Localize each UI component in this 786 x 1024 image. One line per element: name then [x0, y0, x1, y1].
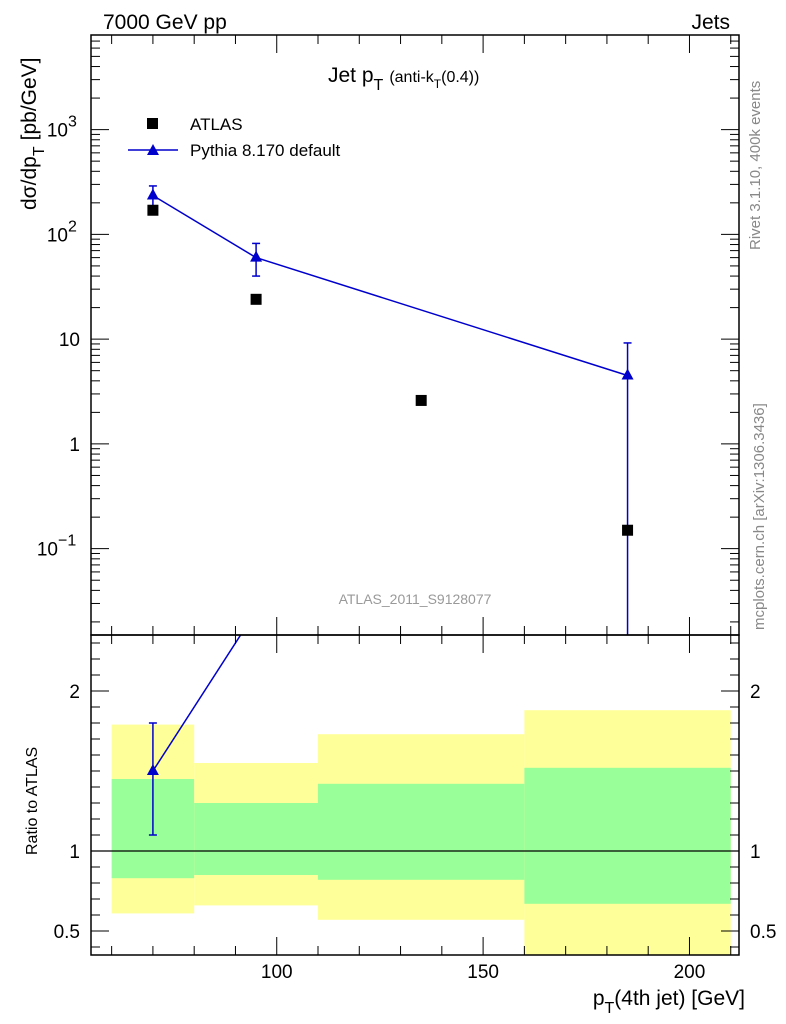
x-tick-label: 200	[674, 962, 706, 983]
legend-pythia-label: Pythia 8.170 default	[190, 141, 341, 160]
chart-title: Jet pT (anti-kT(0.4))	[328, 64, 479, 94]
legend-atlas-marker	[147, 118, 158, 129]
analysis-reference: ATLAS_2011_S9128077	[339, 591, 492, 607]
y-label-main: dσ/dp	[18, 156, 41, 210]
title-sub: T	[374, 77, 384, 94]
atlas-point	[147, 204, 159, 216]
ratio-bands	[111, 710, 731, 955]
ratio-y-tick-label: 0.5	[54, 922, 80, 943]
legend: ATLAS Pythia 8.170 default	[128, 115, 341, 160]
ratio-y-tick-label: 2	[69, 682, 80, 703]
main-y-tick-label: 10	[47, 225, 68, 246]
legend-atlas-label: ATLAS	[190, 115, 243, 134]
main-y-tick-exponent: −1	[58, 533, 76, 550]
atlas-point	[622, 524, 634, 536]
header-right: Jets	[691, 11, 730, 34]
title-main: Jet p	[328, 64, 374, 87]
x-tick-label: 150	[467, 962, 499, 983]
mcplots-label: mcplots.cern.ch [arXiv:1306.3436]	[751, 403, 768, 630]
main-y-label: dσ/dpT [pb/GeV]	[18, 57, 48, 210]
main-y-tick-label: 10	[47, 121, 68, 142]
title-paren-end: (0.4))	[441, 69, 479, 86]
main-y-tick-label: 1	[69, 435, 80, 456]
ratio-y-tick-label-right: 0.5	[750, 922, 776, 943]
pythia-line	[152, 194, 628, 377]
atlas-point	[415, 394, 427, 406]
pythia-point	[250, 250, 263, 262]
main-y-tick-exponent: 3	[68, 114, 77, 131]
x-label-rest: (4th jet) [GeV]	[614, 987, 745, 1010]
atlas-point	[250, 293, 262, 305]
x-axis-label: pT(4th jet) [GeV]	[593, 987, 745, 1017]
rivet-label: Rivet 3.1.10, 400k events	[747, 81, 764, 250]
main-frame	[90, 34, 740, 636]
ratio-pythia-point	[146, 764, 159, 775]
ratio-frame	[90, 634, 740, 956]
ratio-band-inner	[318, 783, 525, 880]
x-label-main: p	[593, 987, 605, 1010]
ratio-pythia-line	[152, 635, 242, 772]
main-series	[146, 185, 634, 635]
main-y-tick-label: 10	[37, 540, 58, 561]
title-paren: (anti-k	[389, 69, 434, 86]
y-label-sub: T	[31, 146, 48, 156]
ratio-band-inner	[194, 803, 319, 875]
ratio-y-tick-label: 1	[69, 842, 80, 863]
y-label-unit: [pb/GeV]	[18, 57, 41, 140]
legend-pythia-marker	[147, 144, 159, 155]
pythia-point	[621, 368, 634, 380]
x-tick-label: 100	[261, 962, 293, 983]
main-y-tick-exponent: 2	[68, 218, 77, 235]
ratio-y-tick-label-right: 1	[750, 842, 761, 863]
ratio-y-tick-label-right: 2	[750, 682, 761, 703]
svg-text:dσ/dpT[pb/GeV]: dσ/dpT [pb/GeV]	[18, 57, 48, 210]
main-y-tick-label: 10	[59, 330, 80, 351]
ratio-pythia-series	[146, 635, 242, 836]
ratio-axis-ticks: 0.5 0.5 1 1 2 2 100 150 200	[54, 635, 776, 983]
pythia-point	[146, 188, 159, 200]
header-left: 7000 GeV pp	[103, 11, 227, 34]
x-label-sub: T	[605, 1000, 615, 1017]
title-paren-sub: T	[434, 77, 442, 91]
ratio-y-label: Ratio to ATLAS	[24, 747, 41, 855]
ratio-band-inner	[524, 767, 731, 904]
svg-text:Jet pT(anti-kT(0.4)): Jet pT (anti-kT(0.4))	[328, 64, 479, 94]
